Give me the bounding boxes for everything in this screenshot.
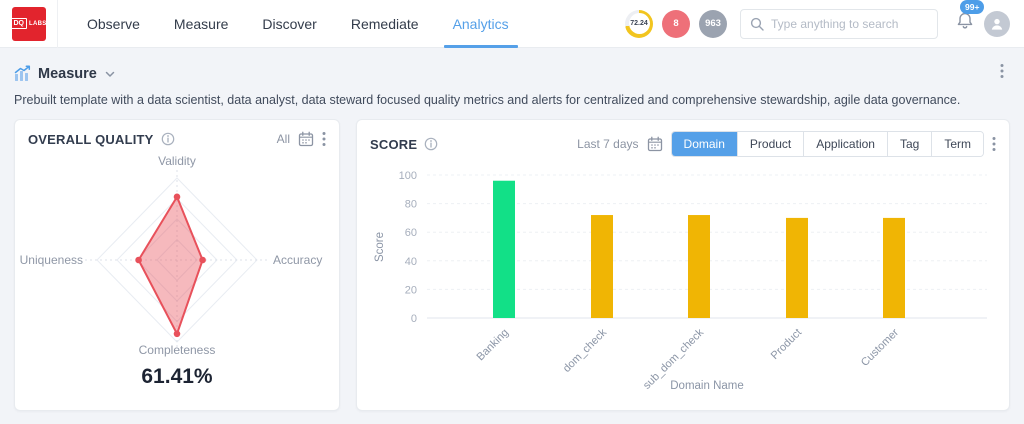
score-dimension-tabs: Domain Product Application Tag Term (670, 131, 984, 157)
notifications-button[interactable]: 99+ (955, 0, 985, 36)
x-category-label: Customer (859, 326, 901, 368)
section-dropdown-chevron[interactable] (104, 68, 116, 80)
search-input[interactable] (771, 16, 928, 31)
search-icon (750, 17, 764, 31)
radar-indicator-label: Completeness (139, 343, 216, 357)
logo-labs-text: LABS (28, 20, 47, 27)
radar-chart: Validity Accuracy Completeness Uniqueness (20, 154, 323, 357)
y-tick-label: 80 (405, 199, 417, 211)
dqlabs-logo[interactable]: DQ LABS (10, 6, 47, 41)
quality-card-header: OVERALL QUALITY All (15, 120, 339, 147)
cards-row: OVERALL QUALITY All Validity Accuracy Comp… (14, 119, 1010, 411)
x-category-label: Banking (475, 327, 512, 364)
quality-score-ring-badge[interactable]: 72.24 (625, 9, 653, 38)
bar-Customer[interactable] (883, 217, 905, 318)
quality-header-controls: All (277, 131, 326, 147)
score-kebab-menu[interactable] (992, 136, 996, 152)
topbar: DQ LABS Observe Measure Discover Remedia… (0, 0, 1024, 48)
y-tick-label: 60 (405, 227, 417, 239)
radar-data-point[interactable] (199, 256, 206, 264)
score-card: SCORE Last 7 days Domain Product Applica… (356, 119, 1010, 411)
user-avatar[interactable] (984, 10, 1010, 37)
topbar-right: 72.24 8 963 99+ (625, 0, 1024, 39)
y-tick-label: 40 (405, 256, 417, 268)
overall-quality-score: 61.41% (141, 365, 213, 388)
person-icon (991, 18, 1003, 30)
overall-quality-card: OVERALL QUALITY All Validity Accuracy Comp… (14, 119, 340, 411)
bar-Product[interactable] (786, 217, 808, 318)
info-icon (424, 137, 438, 151)
score-info-button[interactable] (424, 137, 438, 151)
bell-icon (957, 12, 973, 29)
x-category-label: Product (769, 327, 804, 362)
nav-item-analytics[interactable]: Analytics (436, 0, 526, 48)
nav-item-observe[interactable]: Observe (87, 15, 140, 32)
quality-info-button[interactable] (161, 132, 175, 146)
radar-data-point[interactable] (173, 193, 181, 201)
section-title: Measure (38, 65, 97, 82)
quality-score-value: 72.24 (628, 13, 650, 34)
quality-range-label[interactable]: All (276, 132, 290, 146)
section-header: Measure (14, 61, 1010, 86)
measure-chart-icon (14, 65, 31, 81)
bar-Banking[interactable] (493, 180, 515, 318)
radar-indicator-label: Uniqueness (20, 253, 83, 267)
kebab-icon (322, 132, 326, 146)
quality-card-title: OVERALL QUALITY (28, 131, 154, 147)
quality-kebab-menu[interactable] (322, 131, 326, 147)
logo-dq-text: DQ (10, 18, 27, 29)
score-header-controls: Last 7 days Domain Product Application T… (577, 131, 996, 157)
calendar-icon (298, 131, 314, 147)
score-chart-container: 0 20 40 60 80 100 Score Banking dom_check sub_dom… (357, 157, 1009, 406)
nav-item-remediate[interactable]: Remediate (350, 15, 419, 32)
radar-data-point[interactable] (173, 330, 181, 338)
kebab-icon (1000, 64, 1004, 78)
radar-indicator-label: Accuracy (273, 253, 322, 267)
tab-tag[interactable]: Tag (886, 132, 932, 156)
tab-domain[interactable]: Domain (671, 132, 737, 156)
tab-term[interactable]: Term (931, 132, 983, 156)
bar-sub_dom_check[interactable] (688, 215, 710, 318)
score-card-header: SCORE Last 7 days Domain Product Applica… (357, 120, 1009, 157)
x-category-label: dom_check (561, 326, 610, 375)
radar-value-polygon[interactable] (137, 195, 204, 335)
calendar-icon (647, 136, 662, 152)
score-calendar-button[interactable] (647, 136, 663, 152)
info-icon (161, 132, 174, 146)
nav-item-measure[interactable]: Measure (173, 15, 229, 32)
logo-container: DQ LABS (0, 0, 58, 48)
y-axis-title: Score (374, 232, 386, 262)
radar-indicator-label: Validity (158, 154, 196, 168)
nav-item-discover[interactable]: Discover (262, 15, 317, 32)
score-card-title: SCORE (370, 136, 418, 152)
page-content: Measure Prebuilt template with a data sc… (0, 48, 1024, 411)
quality-calendar-button[interactable] (298, 131, 314, 147)
y-tick-label: 20 (405, 284, 417, 296)
kebab-icon (992, 137, 996, 151)
main-nav: Observe Measure Discover Remediate Analy… (70, 0, 526, 48)
notification-count-badge: 99+ (960, 0, 985, 14)
radar-data-point[interactable] (135, 256, 142, 264)
x-axis-title: Domain Name (670, 380, 744, 392)
bar-dom_check[interactable] (591, 215, 613, 318)
section-kebab-menu[interactable] (994, 61, 1010, 86)
section-description: Prebuilt template with a data scientist,… (14, 93, 961, 107)
y-tick-label: 100 (399, 170, 417, 182)
items-count-badge[interactable]: 963 (699, 9, 727, 38)
y-tick-label: 0 (411, 313, 417, 325)
score-range-label[interactable]: Last 7 days (577, 137, 639, 151)
alerts-badge[interactable]: 8 (662, 9, 690, 38)
tab-application[interactable]: Application (803, 132, 887, 156)
tab-product[interactable]: Product (736, 132, 804, 156)
chevron-down-icon (105, 71, 115, 77)
global-search (740, 8, 938, 39)
